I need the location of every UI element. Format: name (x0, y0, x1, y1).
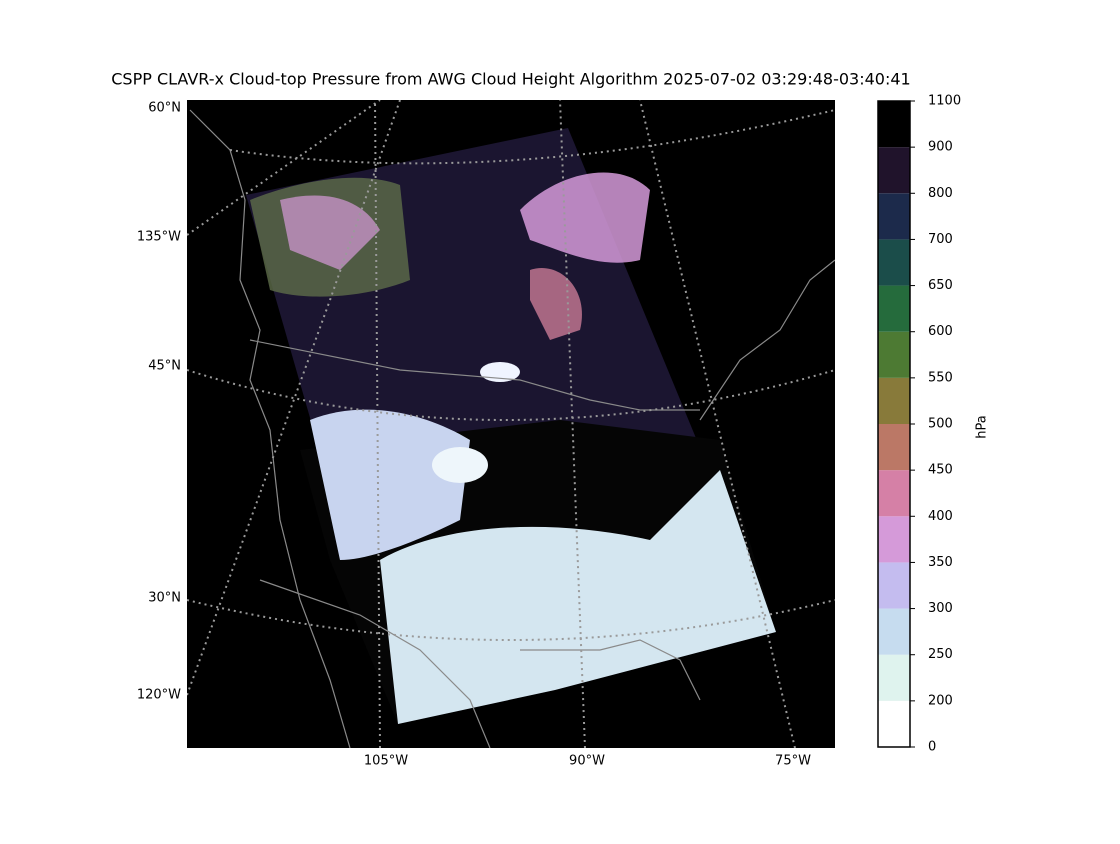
colorbar-tick-label: 800 (928, 186, 953, 201)
lon-label: 90°W (569, 754, 605, 769)
colorbar-segment (878, 193, 910, 240)
cloud-west-high (280, 195, 380, 270)
colorbar-segment (878, 516, 910, 563)
coastline (520, 639, 701, 701)
colorbar-segment (878, 101, 910, 148)
colorbar-segment (878, 470, 910, 517)
colorbar-tick-label: 1100 (928, 94, 961, 109)
coastline (699, 259, 835, 421)
coastline (189, 109, 351, 748)
graticule (374, 100, 381, 748)
cloud-low (380, 470, 776, 724)
lat-lon-label: 45°N (148, 359, 181, 374)
lon-label: 75°W (775, 754, 811, 769)
colorbar-tick-label: 350 (928, 555, 953, 570)
colorbar-tick-label: 450 (928, 463, 953, 478)
colorbar-tick-label: 500 (928, 417, 953, 432)
cloud-mid (310, 409, 470, 560)
colorbar-tick-label: 900 (928, 140, 953, 155)
colorbar-segment (878, 654, 910, 701)
cloud-patch (432, 447, 488, 483)
cloud-north (520, 172, 650, 263)
lat-lon-label: 135°W (137, 230, 181, 245)
lon-label: 105°W (364, 754, 408, 769)
colorbar-segment (878, 377, 910, 424)
lat-lon-label: 30°N (148, 591, 181, 606)
colorbar-segment (878, 700, 910, 747)
colorbar-tick-label: 200 (928, 693, 953, 708)
colorbar-segment (878, 608, 910, 655)
colorbar-tick-label: 250 (928, 647, 953, 662)
colorbar-segment (878, 562, 910, 609)
map-labels: 60°N 135°W 45°N 30°N 120°W 105°W 90°W 75°W (137, 101, 811, 769)
graticule (187, 100, 401, 696)
colorbar-tick-label: 650 (928, 278, 953, 293)
map-title: CSPP CLAVR-x Cloud-top Pressure from AWG… (111, 70, 910, 89)
colorbar-tick-label: 0 (928, 740, 936, 755)
colorbar-segment (878, 331, 910, 378)
colorbar-tick-label: 550 (928, 370, 953, 385)
colorbar-segment (878, 147, 910, 194)
colorbar-label: hPa (975, 415, 990, 438)
colorbar-tick-label: 600 (928, 324, 953, 339)
colorbar: 0 200 250 300 350 400 450 500 550 600 650 700 800 900… (877, 94, 961, 755)
colorbar-tick-label: 300 (928, 601, 953, 616)
lat-lon-label: 120°W (137, 688, 181, 703)
lat-lon-label: 60°N (148, 101, 181, 116)
colorbar-segment (878, 424, 910, 471)
colorbar-tick-label: 400 (928, 509, 953, 524)
graticule (559, 100, 586, 748)
colorbar-segment (878, 239, 910, 286)
colorbar-tick-label: 700 (928, 232, 953, 247)
border (259, 579, 491, 748)
colorbar-segment (878, 285, 910, 332)
graticule (187, 369, 835, 421)
map (187, 100, 835, 748)
